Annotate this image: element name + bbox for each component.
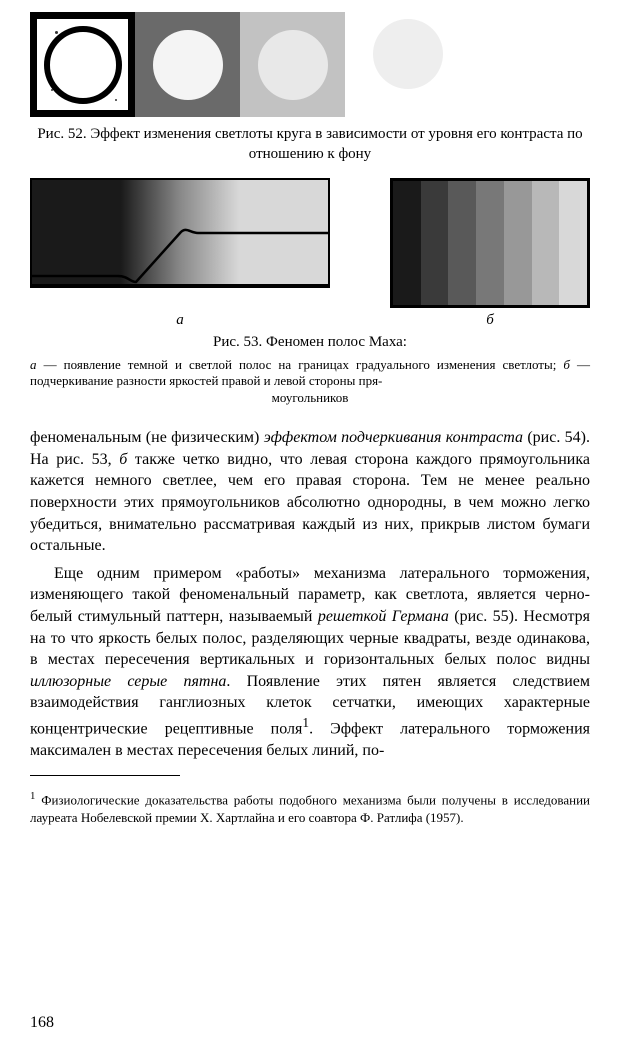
fig52-panel-3 <box>240 12 345 117</box>
fig53-panel-b <box>390 178 590 308</box>
fig53-caption-sub: а — появление темной и светлой полос на … <box>30 357 590 408</box>
fig53-curve <box>30 178 330 308</box>
footnote-rule <box>30 775 180 776</box>
fig52-panel-2 <box>135 12 240 117</box>
fig52-panel-4 <box>345 12 450 117</box>
fig53-panel-a <box>30 178 330 308</box>
fig53-label-a: а <box>30 312 330 329</box>
figure-52 <box>30 12 590 117</box>
page: Рис. 52. Эффект изменения светлоты круга… <box>0 0 620 1048</box>
fig52-caption: Рис. 52. Эффект изменения светлоты круга… <box>30 125 590 164</box>
page-number: 168 <box>30 1014 54 1032</box>
fig52-circle-3 <box>258 30 328 100</box>
fig53-sublabels: а б <box>30 312 590 329</box>
footnote: 1 Физиологические доказательства работы … <box>30 789 590 826</box>
paragraph-1: феноменальным (не физическим) эффектом п… <box>30 427 590 557</box>
fig52-circle-2 <box>153 30 223 100</box>
fig52-panel-1 <box>30 12 135 117</box>
paragraph-2: Еще одним примером «работы» механизма ла… <box>30 563 590 762</box>
fig53-label-b: б <box>390 312 590 329</box>
figure-53 <box>30 178 590 308</box>
fig52-circle-4 <box>373 19 443 89</box>
fig52-circle-1 <box>44 26 122 104</box>
fig53-caption-main: Рис. 53. Феномен полос Маха: <box>30 333 590 353</box>
